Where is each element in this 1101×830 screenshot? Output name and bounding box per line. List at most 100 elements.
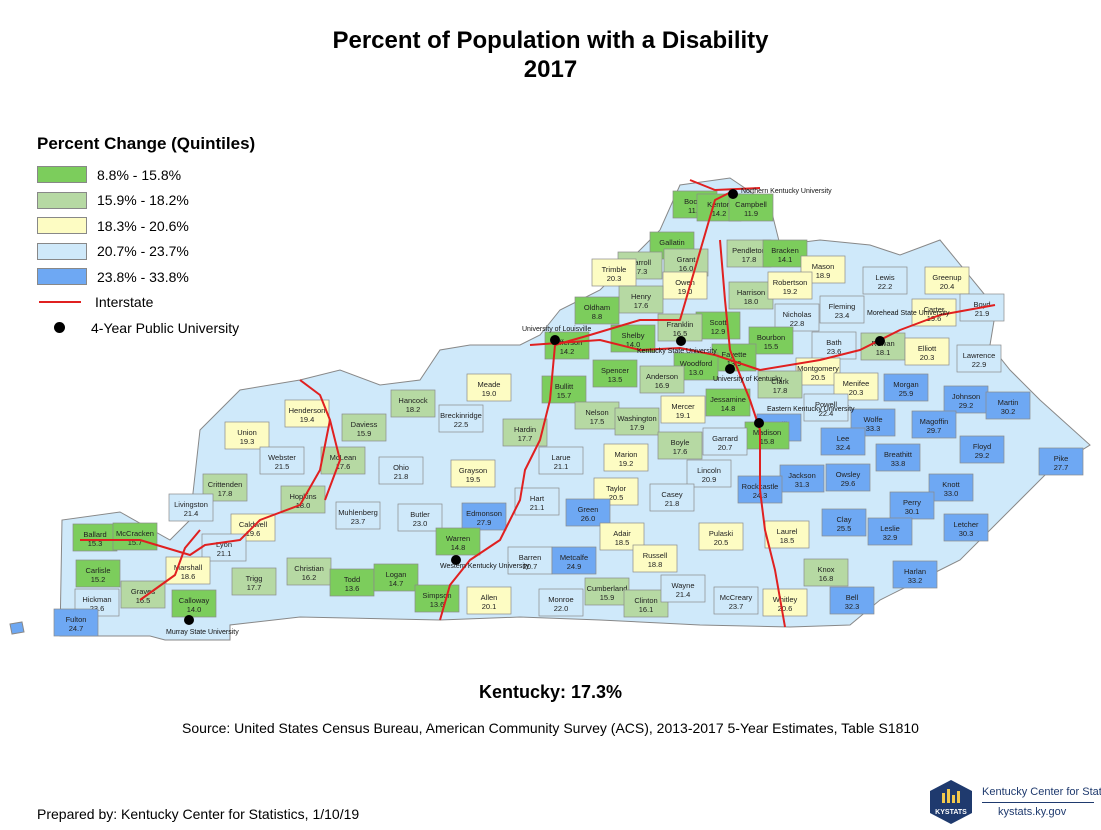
county-shape [904, 337, 950, 366]
county-name: Floyd [973, 442, 991, 451]
county-value: 18.1 [876, 348, 891, 357]
county-shape [820, 427, 866, 456]
county-name: Lawrence [963, 351, 996, 360]
legend-title: Percent Change (Quintiles) [37, 134, 256, 153]
university-marker [875, 336, 885, 346]
county-name: Warren [446, 534, 470, 543]
logo-url: kystats.ky.gov [998, 806, 1067, 818]
county-name: Henry [631, 292, 651, 301]
county-shape [862, 266, 908, 295]
county-value: 14.8 [721, 404, 736, 413]
county-value: 32.3 [845, 602, 860, 611]
university-marker [451, 555, 461, 565]
county-value: 27.7 [1054, 463, 1069, 472]
county-name: Leslie [880, 524, 900, 533]
county-name: Cumberland [587, 584, 628, 593]
county-shape [892, 560, 938, 589]
county-name: Martin [998, 398, 1019, 407]
legend-class-label: 20.7% - 23.7% [97, 243, 189, 260]
county-name: Hickman [82, 595, 111, 604]
county-value: 32.9 [883, 533, 898, 542]
county-name: Pike [1054, 454, 1069, 463]
county-value: 33.0 [944, 489, 959, 498]
county-value: 33.2 [908, 576, 923, 585]
county-name: Clinton [634, 596, 657, 605]
county-shape [120, 580, 166, 609]
county-name: Carter [924, 305, 945, 314]
county-value: 22.9 [972, 360, 987, 369]
county-name: Hancock [398, 396, 427, 405]
county-value: 20.7 [718, 443, 733, 452]
legend-swatch [37, 268, 87, 286]
county-name: Powell [815, 400, 837, 409]
county-name: Casey [661, 490, 683, 499]
county-name: Laurel [777, 527, 798, 536]
interstate-route [139, 529, 201, 601]
county-shape [201, 533, 247, 562]
county-value: 13.5 [608, 375, 623, 384]
county-name: Metcalfe [560, 553, 588, 562]
county-value: 13.9 [727, 359, 742, 368]
county-shape [591, 258, 637, 287]
county-name: Hart [530, 494, 545, 503]
county-value: 12.9 [711, 327, 726, 336]
county-value: 30.2 [1001, 407, 1016, 416]
interstate-route [324, 419, 341, 501]
county-value: 29.6 [841, 479, 856, 488]
county-value: 13.0 [689, 368, 704, 377]
county-name: Butler [410, 510, 430, 519]
county-layer: Boone11.1Kenton14.2Campbell11.9Gallatin1… [53, 190, 1084, 637]
county-value: 19.4 [300, 415, 315, 424]
county-value: 21.8 [665, 499, 680, 508]
county-name: Scott [709, 318, 727, 327]
university-marker [754, 418, 764, 428]
county-value: 17.5 [590, 417, 605, 426]
county-name: Bell [846, 593, 859, 602]
county-name: Trimble [602, 265, 627, 274]
county-shape [698, 522, 744, 551]
county-shape [728, 193, 774, 222]
university-label: Northern Kentucky University [741, 188, 832, 195]
county-value: 17.7 [518, 434, 533, 443]
county-value: 18.9 [816, 271, 831, 280]
county-name: Johnson [952, 392, 980, 401]
county-value: 15.9 [357, 429, 372, 438]
county-name: Hardin [514, 425, 536, 434]
university-swatch [54, 322, 65, 334]
university-marker [550, 335, 560, 345]
county-value: 18.2 [406, 405, 421, 414]
county-shape [320, 446, 366, 475]
county-value: 16.2 [302, 573, 317, 582]
map-year: 2017 [523, 56, 578, 83]
county-shape [660, 395, 706, 424]
county-name: Garrard [712, 434, 738, 443]
county-value: 19.2 [619, 459, 634, 468]
county-name: Mason [812, 262, 835, 271]
county-shape [803, 393, 849, 422]
county-value: 22.5 [454, 420, 469, 429]
county-shape [259, 446, 305, 475]
county-shape [168, 493, 214, 522]
interstate-route [439, 344, 556, 621]
county-shape [1038, 447, 1084, 476]
county-shape [335, 501, 381, 530]
county-shape [767, 271, 813, 300]
